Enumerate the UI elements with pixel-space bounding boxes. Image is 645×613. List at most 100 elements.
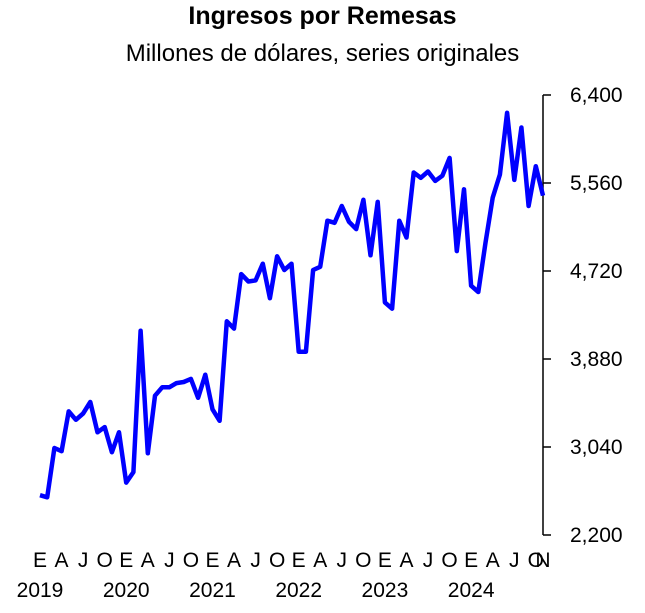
- data-point: [95, 430, 100, 435]
- data-point: [282, 267, 287, 272]
- x-tick-label: O: [269, 549, 285, 572]
- data-point: [81, 411, 86, 416]
- x-year-label: 2022: [275, 579, 322, 602]
- x-tick-label: O: [528, 549, 544, 572]
- x-tick-label: J: [250, 549, 261, 572]
- data-point: [289, 261, 294, 266]
- data-point: [66, 409, 71, 414]
- data-point: [124, 480, 129, 485]
- data-point: [145, 451, 150, 456]
- data-point: [88, 399, 93, 404]
- data-point: [497, 172, 502, 177]
- y-tick-label: 3,040: [570, 436, 623, 459]
- data-point: [533, 164, 538, 169]
- x-tick-label: E: [33, 549, 47, 572]
- data-point: [325, 218, 330, 223]
- data-point: [332, 220, 337, 225]
- data-point: [461, 187, 466, 192]
- data-point: [447, 155, 452, 160]
- data-point: [411, 170, 416, 175]
- x-tick-label: N: [535, 549, 550, 572]
- data-point: [339, 204, 344, 209]
- data-point: [59, 449, 64, 454]
- y-tick-label: 3,880: [570, 348, 623, 371]
- y-tick-label: 6,400: [570, 84, 623, 107]
- chart-subtitle: Millones de dólares, series originales: [125, 40, 520, 67]
- data-point: [404, 235, 409, 240]
- x-tick-label: J: [509, 549, 520, 572]
- plot-area: [38, 110, 546, 500]
- x-tick-label: A: [141, 549, 155, 572]
- data-point: [232, 326, 237, 331]
- x-tick-label: A: [399, 549, 413, 572]
- data-point: [109, 450, 114, 455]
- data-point: [368, 253, 373, 258]
- x-tick-label: J: [423, 549, 434, 572]
- x-year-label: 2019: [17, 579, 64, 602]
- data-point: [433, 178, 438, 183]
- x-tick-label: O: [441, 549, 457, 572]
- x-year-label: 2020: [103, 579, 150, 602]
- data-point: [181, 380, 186, 385]
- data-point: [346, 219, 351, 224]
- y-tick-label: 5,560: [570, 172, 623, 195]
- x-tick-label: A: [313, 549, 327, 572]
- data-point: [38, 493, 43, 498]
- x-year-label: 2021: [189, 579, 236, 602]
- x-tick-label: E: [464, 549, 478, 572]
- x-tick-label: E: [205, 549, 219, 572]
- data-point: [382, 300, 387, 305]
- x-year-label: 2023: [362, 579, 409, 602]
- data-point: [167, 385, 172, 390]
- data-point: [483, 240, 488, 245]
- x-tick-label: E: [119, 549, 133, 572]
- data-point: [152, 393, 157, 398]
- data-point: [440, 173, 445, 178]
- x-tick-label: E: [378, 549, 392, 572]
- y-tick-label: 4,720: [570, 260, 623, 283]
- data-point: [275, 254, 280, 259]
- data-point: [303, 349, 308, 354]
- data-point: [160, 385, 165, 390]
- x-tick-label: O: [183, 549, 199, 572]
- data-point: [253, 278, 258, 283]
- data-point: [512, 177, 517, 182]
- x-tick-label: E: [292, 549, 306, 572]
- x-tick-label: O: [355, 549, 371, 572]
- data-point: [397, 218, 402, 223]
- data-point: [246, 279, 251, 284]
- data-point: [390, 306, 395, 311]
- data-point: [73, 417, 78, 422]
- x-tick-label: A: [55, 549, 69, 572]
- data-point: [454, 249, 459, 254]
- x-tick-label: A: [227, 549, 241, 572]
- chart-title: Ingresos por Remesas: [188, 2, 457, 30]
- data-point: [131, 470, 136, 475]
- data-point: [52, 446, 57, 451]
- data-point: [354, 227, 359, 232]
- data-point: [296, 349, 301, 354]
- x-tick-label: J: [337, 549, 348, 572]
- data-point: [418, 175, 423, 180]
- data-point: [260, 261, 265, 266]
- data-point: [311, 267, 316, 272]
- data-point: [217, 418, 222, 423]
- data-point: [505, 110, 510, 115]
- data-point: [361, 197, 366, 202]
- x-year-label: 2024: [448, 579, 495, 602]
- data-point: [267, 296, 272, 301]
- x-tick-label: J: [164, 549, 175, 572]
- data-point: [138, 328, 143, 333]
- data-point: [224, 319, 229, 324]
- series-line: [39, 110, 546, 500]
- data-point: [196, 395, 201, 400]
- axes: [542, 94, 551, 536]
- data-point: [541, 193, 546, 198]
- data-point: [526, 204, 531, 209]
- data-point: [519, 125, 524, 130]
- x-tick-label: J: [78, 549, 89, 572]
- data-point: [188, 376, 193, 381]
- data-point: [210, 407, 215, 412]
